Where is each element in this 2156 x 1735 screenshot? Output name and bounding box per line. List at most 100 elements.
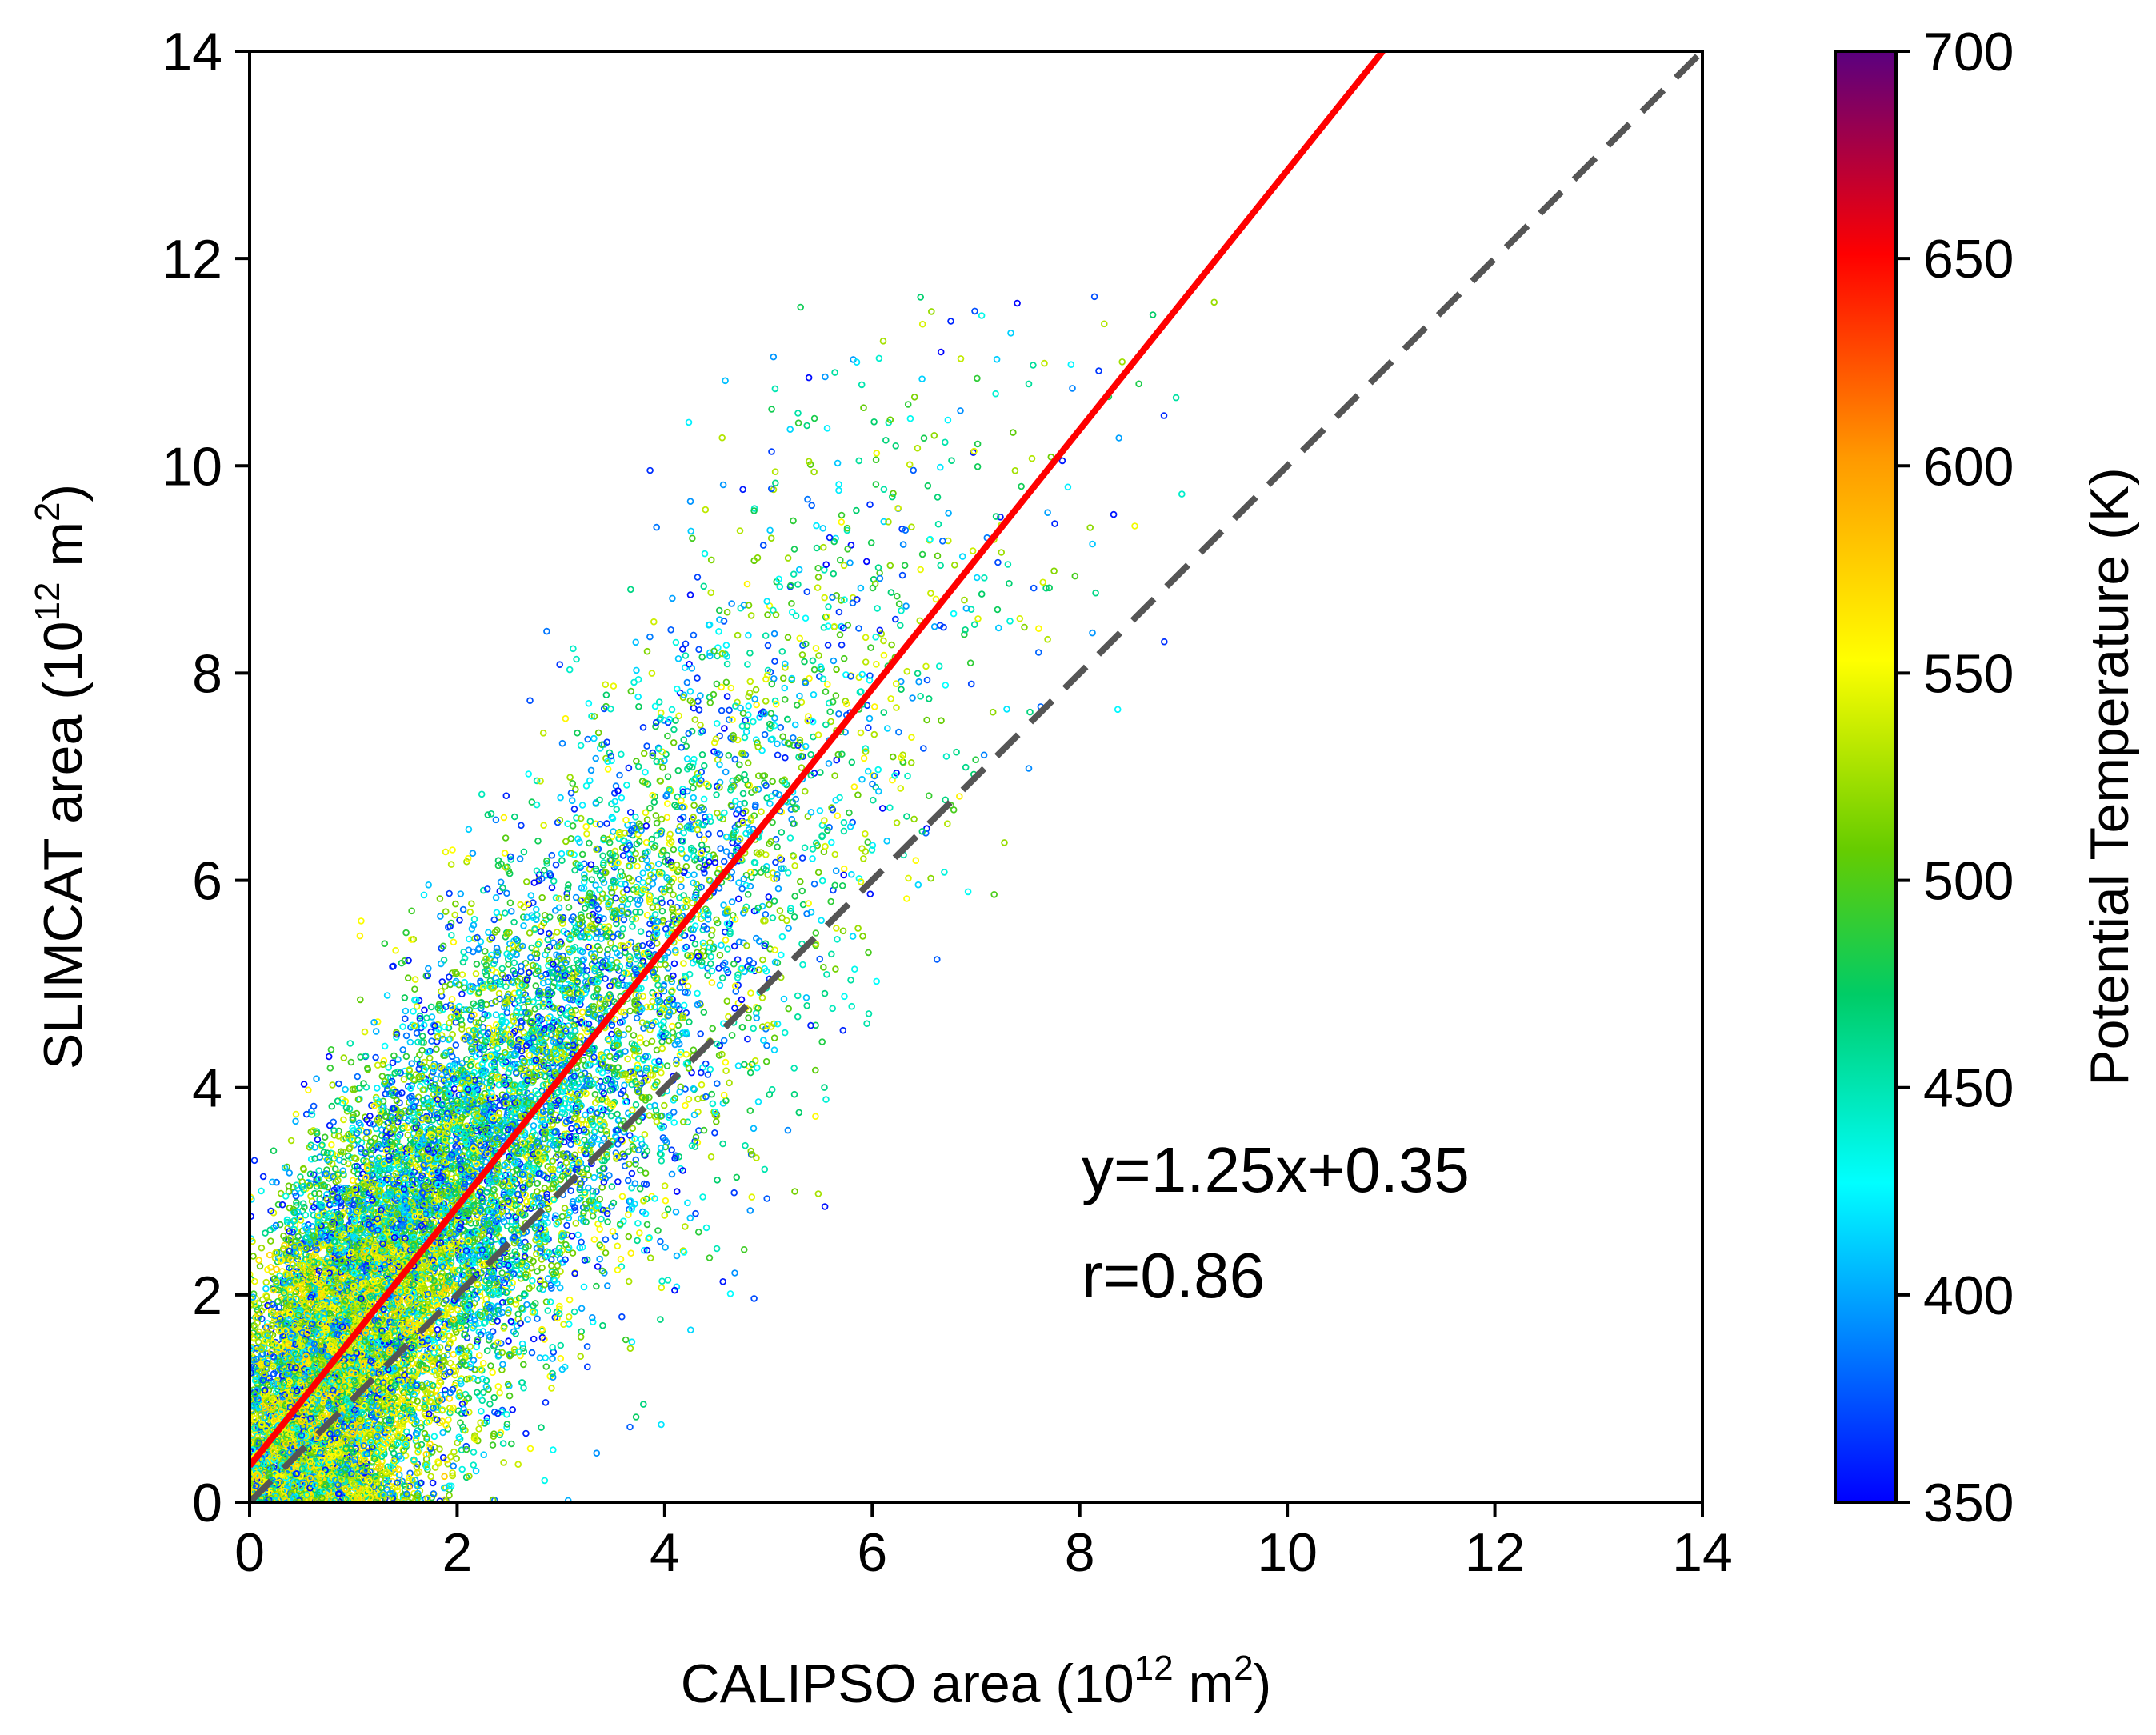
scatter-point <box>769 778 776 786</box>
scatter-point <box>503 1424 510 1431</box>
scatter-point <box>1028 454 1036 462</box>
scatter-point <box>674 654 682 662</box>
scatter-point <box>810 690 818 698</box>
scatter-point <box>470 1449 478 1456</box>
scatter-point <box>920 434 928 442</box>
scatter-point <box>942 438 949 446</box>
scatter-point <box>792 612 800 619</box>
scatter-point <box>726 706 733 714</box>
scatter-point <box>864 767 872 775</box>
scatter-point <box>1118 358 1126 366</box>
scatter-point <box>414 1449 422 1456</box>
scatter-point <box>671 1286 678 1294</box>
scatter-point <box>487 1362 494 1369</box>
scatter-point <box>834 812 842 819</box>
scatter-point <box>618 794 626 802</box>
scatter-point <box>707 589 714 597</box>
scatter-point <box>346 1040 354 1047</box>
scatter-point <box>678 883 685 890</box>
scatter-point <box>450 1448 458 1456</box>
scatter-point <box>481 948 489 955</box>
scatter-point <box>552 861 560 869</box>
scatter-point <box>510 959 518 967</box>
scatter-point <box>790 570 798 578</box>
scatter-point <box>962 763 970 771</box>
scatter-point <box>722 937 730 944</box>
scatter-point <box>589 1188 597 1195</box>
scatter-point <box>840 818 848 826</box>
scatter-point <box>974 374 981 382</box>
scatter-point <box>804 813 812 820</box>
scatter-point <box>667 626 674 634</box>
scatter-point <box>753 1154 760 1161</box>
scatter-point <box>974 574 981 582</box>
scatter-point <box>447 932 455 939</box>
scatter-point <box>478 790 486 798</box>
scatter-point <box>886 804 894 811</box>
scatter-point <box>899 541 907 548</box>
scatter-point <box>942 753 950 760</box>
scatter-point <box>722 377 729 385</box>
scatter-point <box>406 1038 414 1046</box>
scatter-point <box>846 559 854 566</box>
scatter-point <box>599 1321 606 1329</box>
scatter-point <box>814 564 822 572</box>
scatter-point <box>798 698 806 706</box>
scatter-point <box>510 918 518 926</box>
scatter-point <box>347 1058 355 1066</box>
scatter-point <box>664 1205 672 1213</box>
scatter-point <box>557 1341 565 1349</box>
scatter-point <box>1135 380 1142 388</box>
scatter-point <box>810 468 818 476</box>
scatter-point <box>758 746 766 754</box>
scatter-point <box>697 722 704 729</box>
scatter-point <box>742 728 750 735</box>
scatter-point <box>401 994 409 1001</box>
scatter-point <box>763 1041 770 1049</box>
scatter-point <box>372 1053 379 1061</box>
scatter-point <box>570 645 577 653</box>
scatter-point <box>759 1037 767 1044</box>
scatter-point <box>658 899 666 906</box>
scatter-point <box>769 914 777 921</box>
scatter-point <box>692 1209 699 1217</box>
scatter-point <box>752 736 760 743</box>
scatter-point <box>1001 839 1008 846</box>
scatter-point <box>670 1109 678 1116</box>
scatter-point <box>532 905 540 913</box>
scatter-point <box>639 723 647 731</box>
scatter-point <box>567 931 574 939</box>
scatter-point <box>770 630 778 638</box>
scatter-point <box>583 1343 591 1350</box>
scatter-point <box>638 942 646 949</box>
scatter-point <box>694 698 702 705</box>
scatter-point <box>256 1262 264 1270</box>
scatter-point <box>880 709 888 716</box>
scatter-point <box>326 1065 334 1072</box>
scatter-point <box>541 866 548 874</box>
scatter-point <box>1172 394 1180 402</box>
scatter-point <box>637 1166 644 1174</box>
scatter-point <box>465 935 473 943</box>
scatter-point <box>723 660 731 668</box>
scatter-point <box>1131 522 1138 530</box>
scatter-point <box>814 731 822 738</box>
scatter-point <box>807 750 814 758</box>
scatter-point <box>290 1183 297 1191</box>
scatter-point <box>752 686 760 694</box>
scatter-point <box>700 836 708 843</box>
scatter-point <box>821 817 828 824</box>
scatter-point <box>761 730 769 738</box>
scatter-point <box>572 893 580 901</box>
scatter-point <box>893 819 901 826</box>
scatter-point <box>710 945 717 953</box>
scatter-point <box>689 534 696 542</box>
scatter-point <box>746 1207 754 1214</box>
scatter-point <box>708 1090 715 1098</box>
scatter-point <box>380 1057 388 1065</box>
scatter-point <box>816 807 824 814</box>
scatter-point <box>310 1171 318 1178</box>
scatter-point <box>500 1459 507 1466</box>
